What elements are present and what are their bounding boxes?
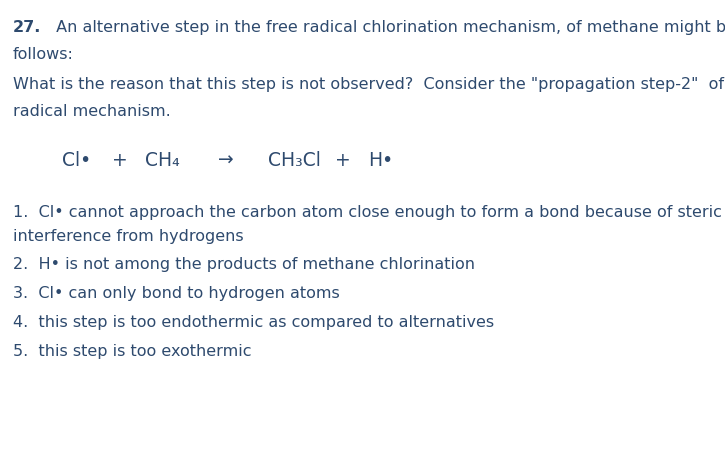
Text: 1.  Cl• cannot approach the carbon atom close enough to form a bond because of s: 1. Cl• cannot approach the carbon atom c… bbox=[13, 205, 722, 220]
Text: +: + bbox=[335, 151, 351, 170]
Text: +: + bbox=[112, 151, 128, 170]
Text: An alternative step in the free radical chlorination mechanism, of methane might: An alternative step in the free radical … bbox=[51, 20, 725, 35]
Text: interference from hydrogens: interference from hydrogens bbox=[13, 230, 244, 244]
Text: 3.  Cl• can only bond to hydrogen atoms: 3. Cl• can only bond to hydrogen atoms bbox=[13, 286, 340, 301]
Text: CH₃Cl: CH₃Cl bbox=[268, 151, 321, 170]
Text: 5.  this step is too exothermic: 5. this step is too exothermic bbox=[13, 344, 252, 359]
Text: follows:: follows: bbox=[13, 47, 74, 62]
Text: →: → bbox=[218, 151, 233, 170]
Text: 2.  H• is not among the products of methane chlorination: 2. H• is not among the products of metha… bbox=[13, 256, 475, 271]
Text: 27.: 27. bbox=[13, 20, 41, 35]
Text: 4.  this step is too endothermic as compared to alternatives: 4. this step is too endothermic as compa… bbox=[13, 315, 494, 330]
Text: radical mechanism.: radical mechanism. bbox=[13, 104, 171, 118]
Text: What is the reason that this step is not observed?  Consider the "propagation st: What is the reason that this step is not… bbox=[13, 76, 725, 91]
Text: Cl•: Cl• bbox=[62, 151, 91, 170]
Text: CH₄: CH₄ bbox=[145, 151, 180, 170]
Text: H•: H• bbox=[368, 151, 394, 170]
